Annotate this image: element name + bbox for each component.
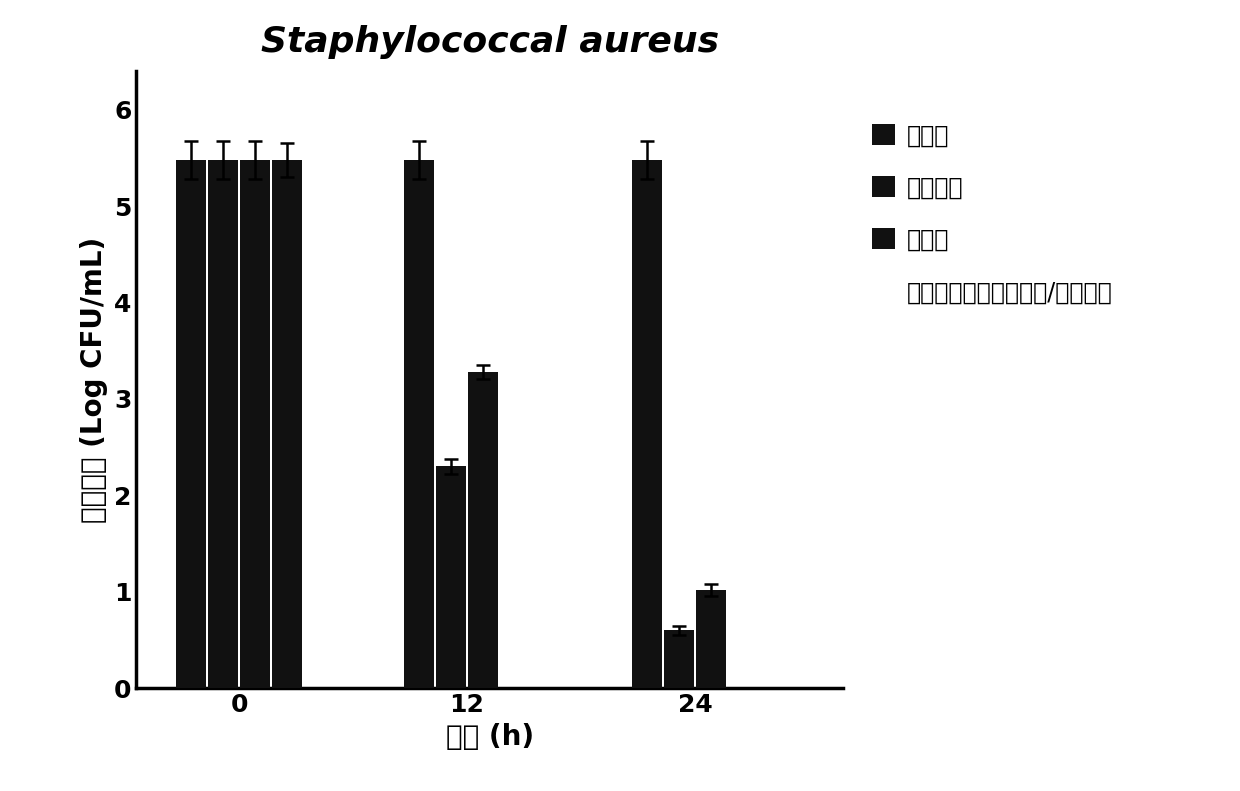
- Title: Staphylococcal aureus: Staphylococcal aureus: [260, 25, 719, 59]
- Legend: 空白组, 四赖氨酸, 枯茩醒, 脉冲强光处理的枯茩醒/四赖氨酸: 空白组, 四赖氨酸, 枯茩醒, 脉冲强光处理的枯茩醒/四赖氨酸: [862, 114, 1122, 314]
- Bar: [208, 160, 238, 688]
- Bar: [176, 160, 206, 688]
- Bar: [436, 467, 466, 688]
- Bar: [272, 160, 301, 688]
- Bar: [404, 160, 434, 688]
- Bar: [632, 160, 662, 688]
- X-axis label: 时间 (h): 时间 (h): [445, 723, 534, 751]
- Y-axis label: 残存菌数 (Log CFU/mL): 残存菌数 (Log CFU/mL): [81, 237, 108, 523]
- Bar: [665, 630, 694, 688]
- Bar: [241, 160, 270, 688]
- Bar: [469, 372, 497, 688]
- Bar: [696, 590, 725, 688]
